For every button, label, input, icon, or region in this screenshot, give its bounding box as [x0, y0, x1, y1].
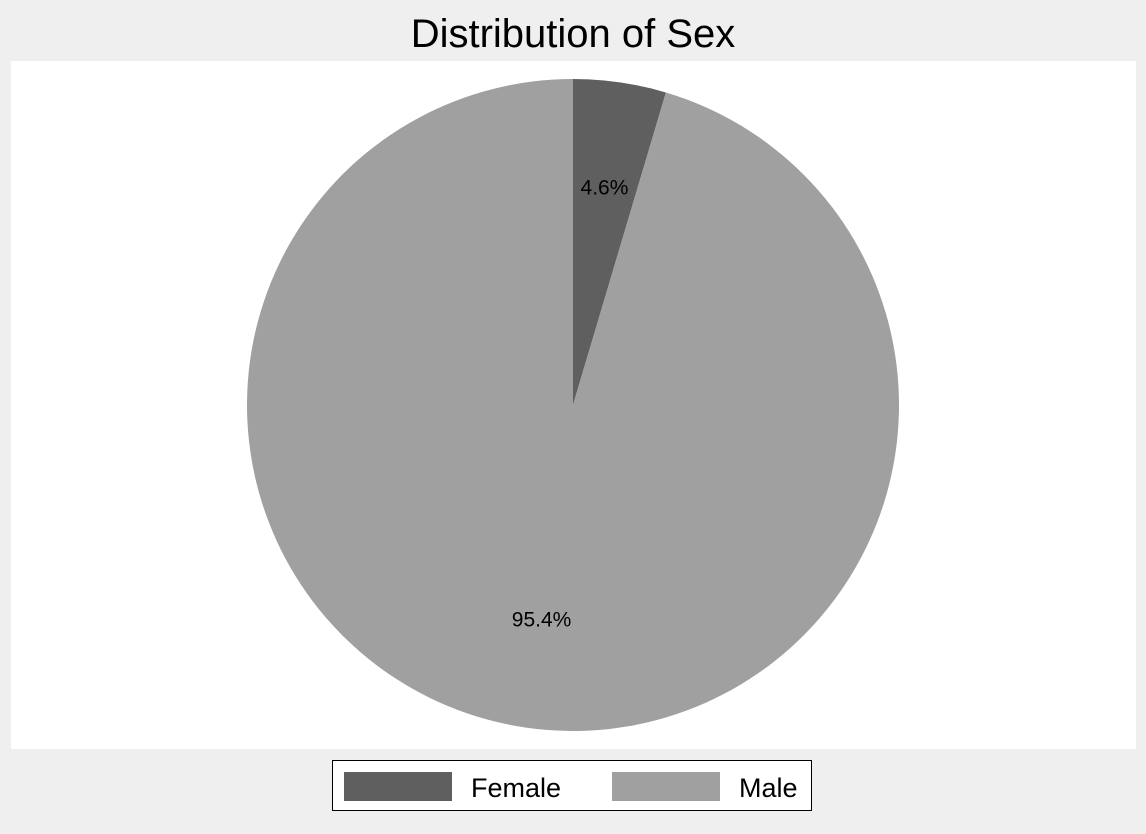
pie-chart: 4.6% 95.4% [246, 79, 899, 732]
legend-swatch-male [612, 772, 720, 801]
pie-slices [246, 79, 899, 732]
plot-area: 4.6% 95.4% [11, 61, 1136, 749]
legend-label-male: Male [739, 773, 798, 803]
pie-labels: 4.6% 95.4% [512, 176, 629, 631]
pie-label-male: 95.4% [512, 609, 572, 632]
legend-label-female: Female [471, 773, 562, 803]
legend-swatch-female [344, 772, 452, 801]
legend: Female Male [332, 760, 812, 811]
pie-slice-female [573, 79, 666, 405]
pie-label-female: 4.6% [581, 176, 629, 199]
pie-slice-male [246, 79, 899, 732]
chart-title: Distribution of Sex [410, 12, 736, 56]
